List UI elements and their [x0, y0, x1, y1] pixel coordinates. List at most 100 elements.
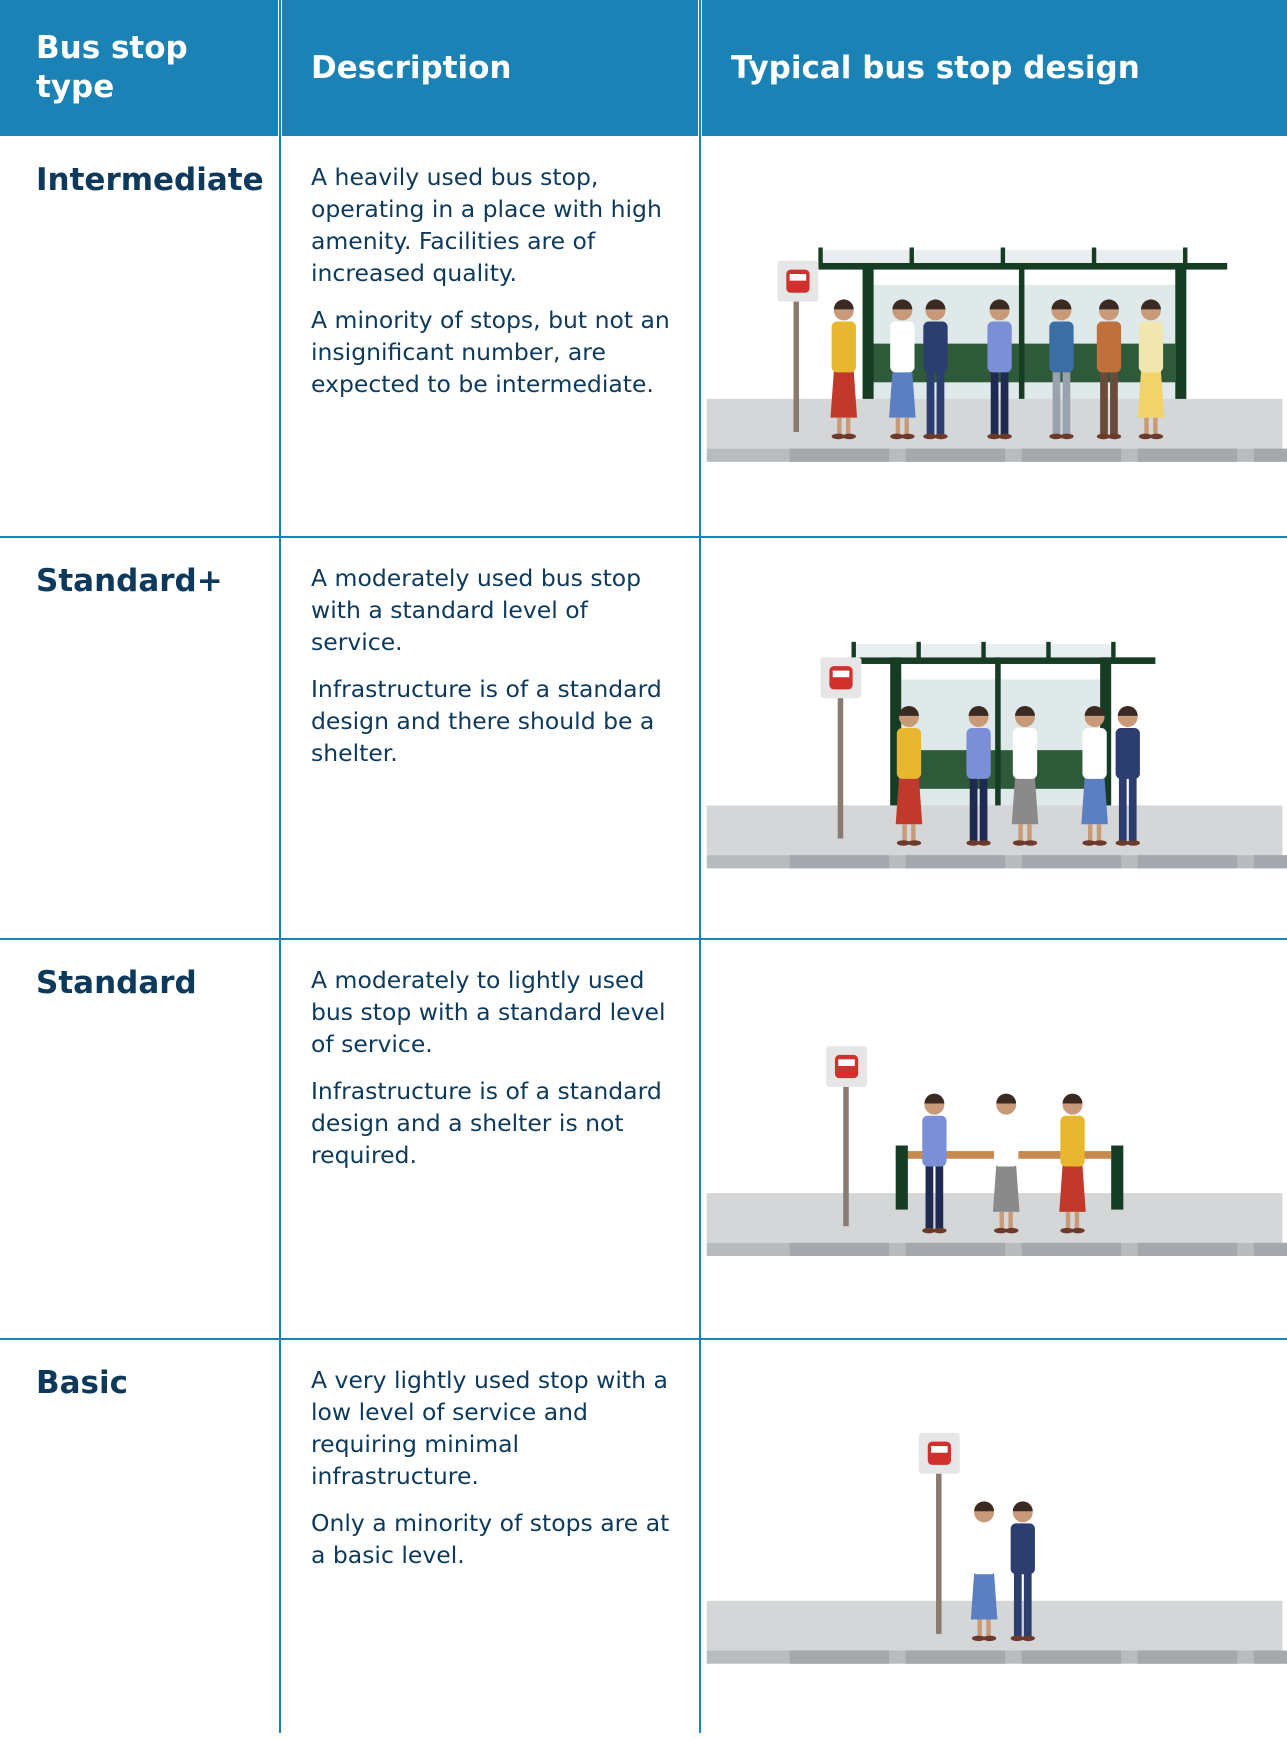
curb-block [789, 1650, 890, 1664]
person-leg [845, 417, 851, 436]
shelter-strut [1091, 247, 1097, 266]
person-shoe [1010, 1635, 1024, 1642]
sign-pole [837, 696, 844, 839]
person-shoe [998, 433, 1012, 440]
person-shoe [994, 1227, 1008, 1234]
person-shoe [933, 1227, 947, 1234]
person-torso [1060, 1115, 1085, 1167]
person-leg [1000, 369, 1009, 436]
description: A heavily used bus stop, operating in a … [311, 161, 681, 415]
curb-block [905, 448, 1006, 462]
curb-block [1021, 1650, 1122, 1664]
shelter-strut [916, 641, 921, 660]
person-leg [1153, 417, 1158, 436]
sign-pole [793, 299, 800, 433]
person-hair [1051, 299, 1072, 310]
person-torso [831, 321, 856, 373]
person-shoe [890, 433, 904, 440]
curb-block [1253, 1242, 1287, 1257]
person-leg [1118, 775, 1127, 842]
person-shoe [901, 433, 915, 440]
stop-type: Intermediate [36, 162, 264, 198]
person-leg [1096, 824, 1102, 842]
curb-block [905, 1650, 1006, 1664]
header-cell: Typical bus stop design [702, 0, 1287, 136]
person-shoe [1060, 433, 1074, 440]
person-shoe [1115, 840, 1129, 846]
person-hair [1117, 705, 1138, 716]
header-cell: Description [282, 0, 698, 136]
person-leg [1087, 824, 1093, 842]
person-leg [1128, 775, 1137, 842]
curb-block [1021, 448, 1122, 462]
person-skirt [830, 371, 858, 418]
stop-type: Standard+ [36, 563, 223, 599]
stop-type: Standard [36, 965, 197, 1001]
curb-block [789, 448, 890, 462]
person-torso [1138, 321, 1164, 373]
person-leg [1018, 824, 1023, 842]
person-leg [895, 417, 901, 436]
person-leg [1100, 369, 1108, 436]
description-paragraph: A minority of stops, but not an insignif… [311, 306, 670, 398]
person-skirt [889, 371, 916, 418]
curb-block [1253, 448, 1287, 462]
person-torso [971, 1523, 997, 1575]
bus-window [931, 1446, 948, 1453]
person-torso [966, 728, 991, 779]
person-shoe [1023, 840, 1038, 846]
person-torso [1096, 321, 1122, 373]
person-skirt [970, 1573, 998, 1620]
person-leg [1052, 369, 1061, 436]
shelter-strut [1000, 247, 1006, 266]
header-text: Bus stop type [36, 30, 188, 105]
shelter-strut [1183, 247, 1188, 266]
person-hair [1012, 1501, 1033, 1512]
person-leg [911, 824, 916, 842]
person-shoe [1138, 433, 1153, 440]
person-leg [969, 775, 978, 842]
shelter-strut [851, 641, 856, 660]
person-skirt [895, 777, 923, 825]
curb-block [1021, 1242, 1122, 1257]
description: A moderately used bus stop with a standa… [311, 562, 681, 784]
person-leg [990, 369, 999, 436]
person-shoe [1005, 1227, 1019, 1234]
curb-block [789, 855, 890, 869]
bus-window [789, 274, 807, 281]
person-shoe [977, 840, 991, 846]
bus-stop-illustration [706, 1046, 1287, 1257]
person-shoe [987, 433, 1001, 440]
description-paragraph: A heavily used bus stop, operating in a … [311, 163, 662, 287]
bus-icon [834, 1054, 859, 1079]
person-shoe [896, 840, 911, 846]
person-shoe [842, 433, 856, 440]
shelter-roof [851, 657, 1156, 664]
person-torso [987, 321, 1012, 373]
curb-block [1137, 855, 1238, 869]
person-hair [925, 299, 946, 310]
person-torso [1082, 728, 1107, 779]
person-torso [922, 1115, 947, 1167]
person-leg [1008, 1211, 1013, 1230]
row-divider [0, 536, 1287, 538]
shelter-post [995, 657, 1001, 822]
person-leg [837, 417, 842, 436]
person-shoe [966, 840, 980, 846]
person-hair [833, 299, 854, 310]
person-leg [926, 369, 935, 436]
sidewalk [706, 805, 1283, 856]
person-shoe [831, 433, 845, 440]
person-shoe [971, 1635, 986, 1642]
shelter-post [1175, 262, 1187, 421]
person-shoe [923, 433, 937, 440]
person-leg [935, 1163, 944, 1230]
person-hair [892, 299, 913, 310]
person-torso [1115, 728, 1140, 779]
person-skirt [1011, 777, 1039, 825]
description-paragraph: Infrastructure is of a standard design a… [311, 1077, 662, 1169]
row-divider [0, 938, 1287, 940]
person-leg [1074, 1211, 1080, 1230]
curb-block [1137, 448, 1238, 462]
person-torso [896, 728, 922, 779]
